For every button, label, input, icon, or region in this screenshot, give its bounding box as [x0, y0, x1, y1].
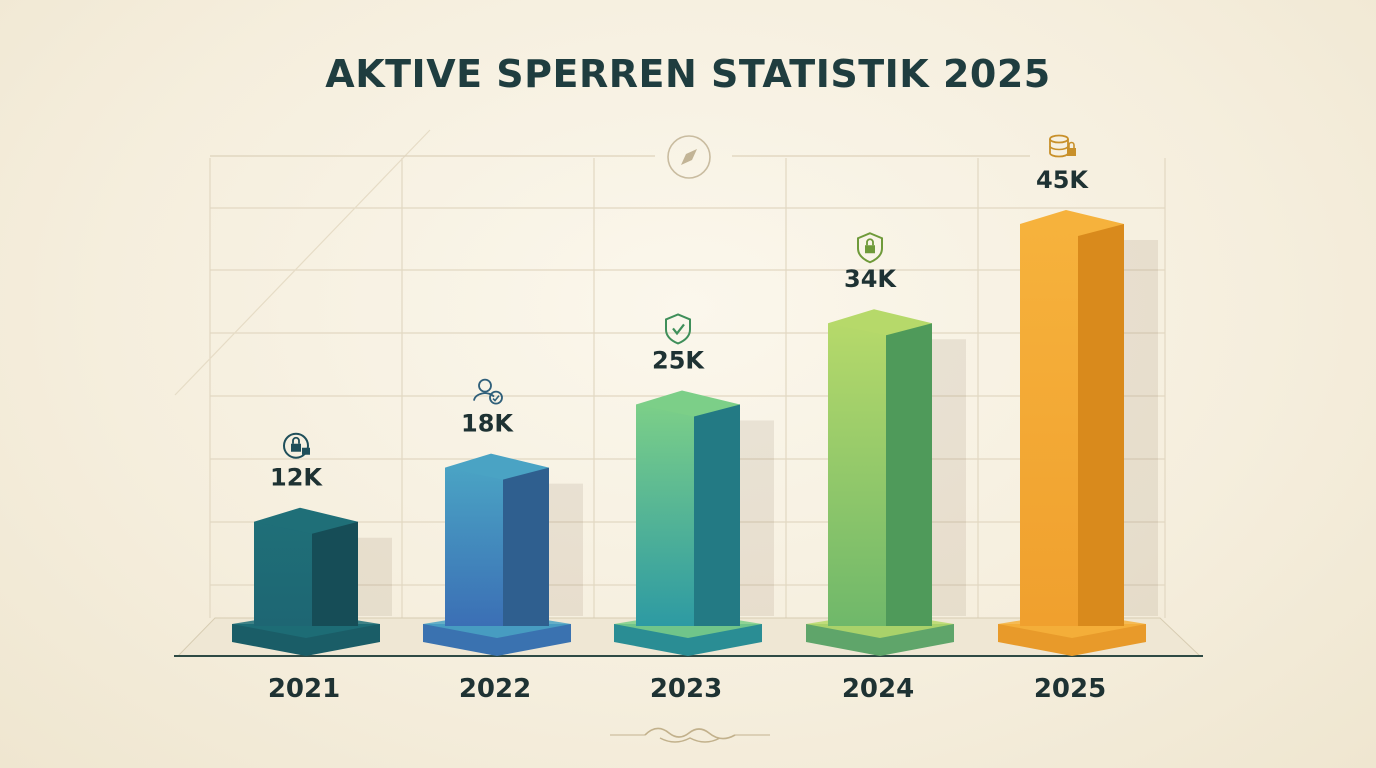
- shield-lock-icon: [857, 232, 883, 264]
- bar-side: [886, 323, 932, 626]
- decorative-line: [174, 129, 431, 396]
- bar-front: [636, 404, 694, 626]
- bar-front: [254, 521, 312, 626]
- bar-top: [1020, 210, 1124, 236]
- chart-grid: [174, 129, 1166, 618]
- x-tick-label-2021: 2021: [268, 674, 340, 704]
- bar-side: [694, 404, 740, 626]
- x-tick-label-2023: 2023: [650, 674, 722, 704]
- value-label-2022: 18K: [461, 410, 514, 438]
- bar-side: [312, 521, 358, 626]
- compass-icon: [667, 135, 711, 179]
- bar-base: [998, 624, 1146, 656]
- bar-side: [1078, 224, 1124, 626]
- bar-top: [445, 453, 549, 480]
- bar-2025: 45K: [998, 134, 1158, 656]
- bar-base: [423, 624, 571, 656]
- database-lock-icon: [1049, 134, 1076, 158]
- bar-front: [445, 467, 503, 626]
- bar-shadow: [547, 483, 583, 616]
- bar-2024: 34K: [806, 232, 966, 656]
- bar-base: [614, 624, 762, 656]
- x-tick-label-2024: 2024: [842, 674, 914, 704]
- bar-front: [1020, 224, 1078, 626]
- x-tick-label-2025: 2025: [1034, 674, 1106, 704]
- flourish-ornament: [610, 727, 770, 743]
- bar-2022: 18K: [423, 378, 583, 656]
- value-label-2021: 12K: [270, 464, 323, 492]
- bar-2021: 12K: [232, 432, 392, 656]
- chart-title: AKTIVE SPERREN STATISTIK 2025: [325, 52, 1051, 96]
- bar-shadow: [930, 339, 966, 616]
- lock-icon: [283, 432, 310, 459]
- value-label-2023: 25K: [652, 346, 705, 374]
- bar-base: [232, 624, 380, 656]
- bar-2023: 25K: [614, 313, 774, 656]
- bar-side: [503, 467, 549, 626]
- bar-top: [828, 309, 932, 336]
- shield-check-icon: [665, 313, 691, 345]
- value-label-2025: 45K: [1036, 166, 1089, 194]
- user-check-icon: [473, 378, 503, 405]
- bar-base: [806, 624, 954, 656]
- bar-top: [254, 507, 358, 534]
- bar-top: [636, 390, 740, 417]
- value-label-2024: 34K: [844, 265, 897, 293]
- bar-front: [828, 323, 886, 626]
- x-tick-label-2022: 2022: [459, 674, 531, 704]
- bar-shadow: [1122, 240, 1158, 616]
- bar-shadow: [356, 537, 392, 616]
- bar-shadow: [738, 420, 774, 616]
